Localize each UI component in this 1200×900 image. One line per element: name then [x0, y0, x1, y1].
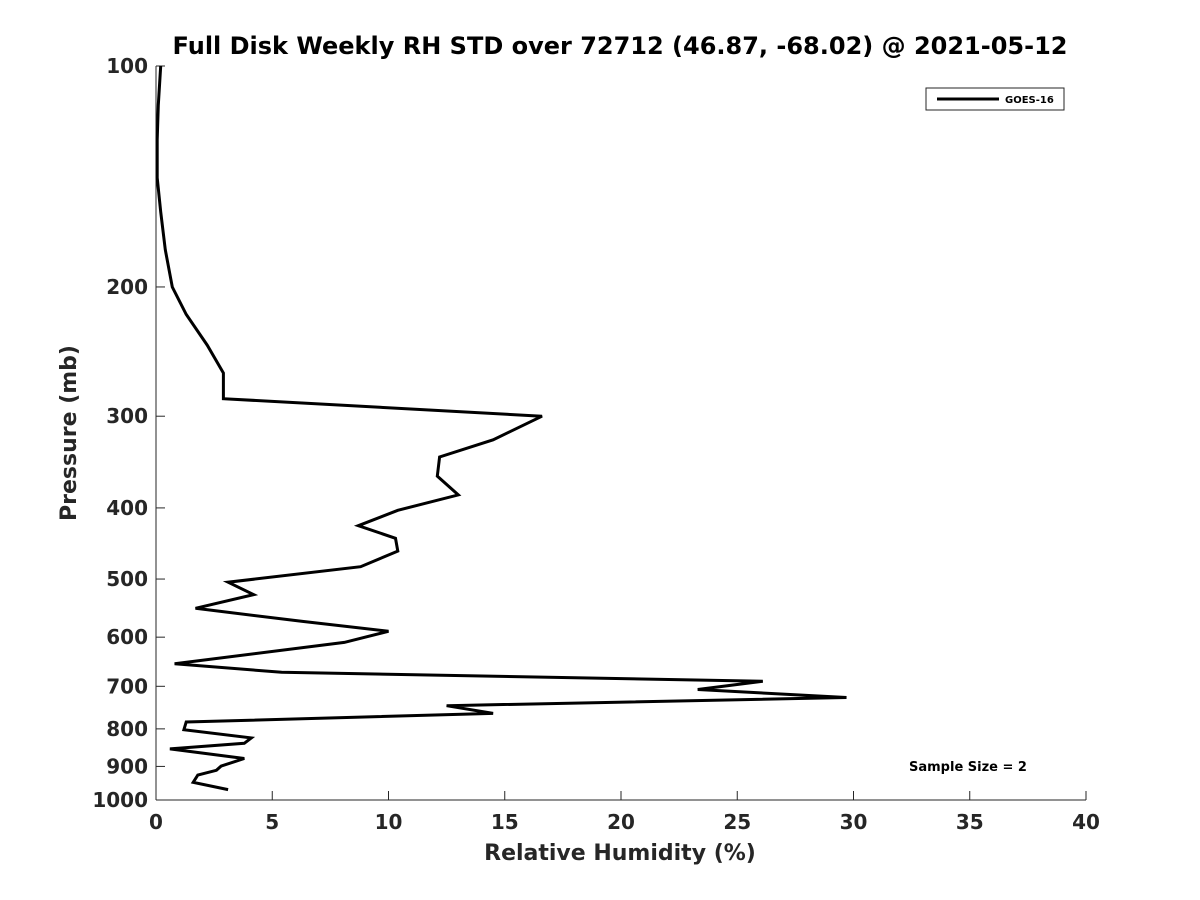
- y-tick-label: 800: [106, 717, 148, 741]
- x-tick-label: 40: [1072, 810, 1100, 834]
- x-tick-label: 15: [491, 810, 519, 834]
- x-tick-label: 35: [956, 810, 984, 834]
- chart-title: Full Disk Weekly RH STD over 72712 (46.8…: [173, 32, 1068, 60]
- y-tick-label: 900: [106, 754, 148, 778]
- x-axis-ticks: 0 5 10 15 20 25 30 35 40: [149, 791, 1100, 834]
- x-axis-label: Relative Humidity (%): [484, 841, 756, 866]
- x-tick-label: 20: [607, 810, 635, 834]
- x-tick-label: 10: [375, 810, 403, 834]
- y-tick-label: 700: [106, 674, 148, 698]
- y-axis-label: Pressure (mb): [57, 345, 82, 521]
- y-tick-label: 300: [106, 404, 148, 428]
- legend-label-goes-16: GOES-16: [1005, 95, 1054, 106]
- x-tick-label: 25: [723, 810, 751, 834]
- y-tick-label: 600: [106, 625, 148, 649]
- y-axis-ticks: 100 200 300 400 500 600 700 800 900 1000: [92, 54, 165, 812]
- y-tick-label: 1000: [92, 788, 148, 812]
- y-tick-label: 200: [106, 275, 148, 299]
- y-tick-label: 500: [106, 567, 148, 591]
- series-line-goes-16: [155, 65, 847, 792]
- legend: GOES-16: [925, 87, 1065, 111]
- x-tick-label: 0: [149, 810, 163, 834]
- y-tick-label: 100: [106, 54, 148, 78]
- sample-size-annotation: Sample Size = 2: [909, 760, 1027, 775]
- x-tick-label: 5: [265, 810, 279, 834]
- x-tick-label: 30: [840, 810, 868, 834]
- y-tick-label: 400: [106, 496, 148, 520]
